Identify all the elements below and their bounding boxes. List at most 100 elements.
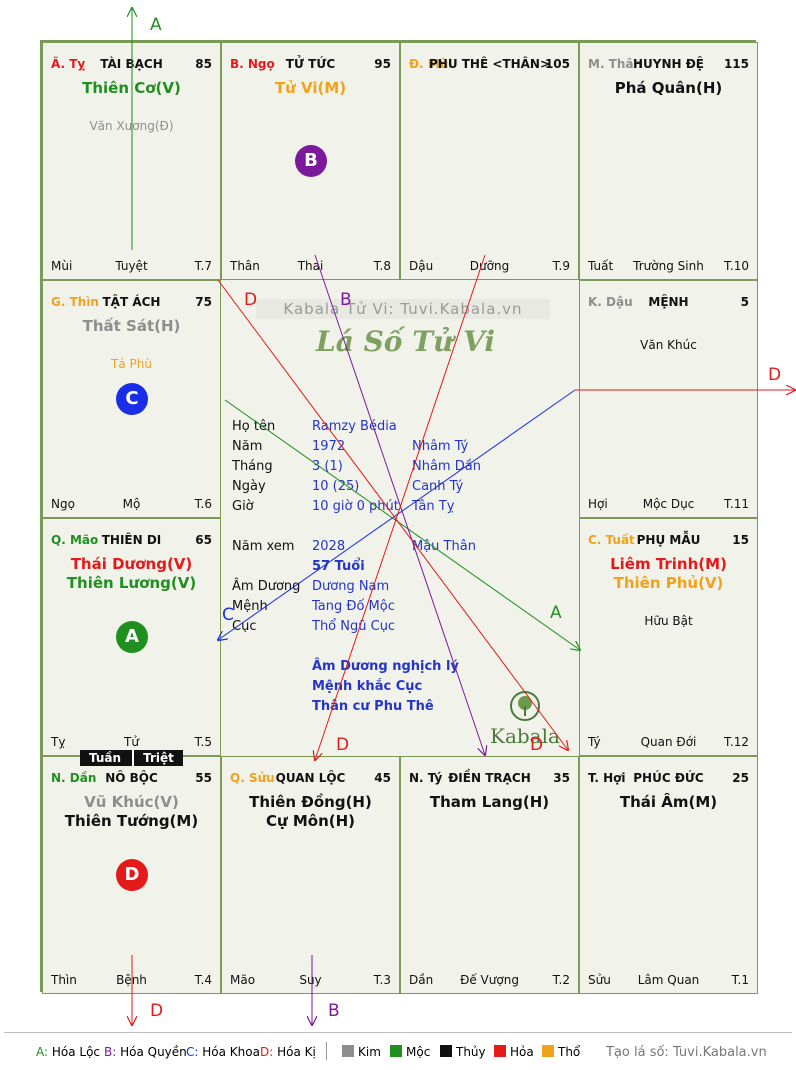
legend: A: Hóa Lộc B: Hóa Quyền C: Hóa Khoa D: H… [0,1032,796,1070]
footer-chi: Dần [409,973,434,987]
palace-name: MỆNH [648,295,689,309]
kabala-logo: Kabala [490,691,560,747]
arrow-d [217,279,568,750]
star-list: Văn Khúc [580,317,757,353]
arrow-label-a: A [150,15,162,35]
main-star: Tham Lang(H) [429,793,550,811]
palace-chi: M. Thân [588,57,643,71]
footer-stage: Đế Vượng [460,973,519,987]
palace-chi: N. Dần [51,771,97,785]
footer-month: T.3 [373,973,391,987]
legend-text-b: Hóa Quyền [116,1045,187,1059]
main-star: Tử Vi(M) [274,79,347,97]
footer-stage: Mộc Dục [642,497,695,511]
minor-star: Hữu Bật [644,614,693,628]
palace-chi: N. Tý [409,771,443,785]
arrow-d [315,254,486,760]
info-label-ho-ten: Họ tên [232,419,276,434]
arrow-label-b: B [328,1001,340,1021]
calligraphy-title: Lá Số Tử Vi [316,325,496,358]
triet-label: Triệt [132,750,183,766]
footer-month: T.11 [724,497,749,511]
note-2: Mệnh khắc Cục [312,679,423,694]
palace-cell: Đ. Mùi PHU THÊ <THÂN> 105 Dậu Dưỡng T.9 [400,42,579,280]
info-value-thang-can-chi: Nhâm Dần [412,459,481,474]
legend-hoa-khoa: C: Hóa Khoa [186,1045,260,1059]
legend-text-d: Hóa Kị [273,1045,316,1059]
arrow-label-d: D [530,735,543,755]
palace-cell: Q. Sửu QUAN LỘC 45 Thiên Đồng(H) Cự Môn(H) Mã… [221,756,400,994]
footer-stage: Suy [299,973,322,987]
swatch-tho [542,1045,554,1057]
main-star: Thiên Tướng(M) [64,812,199,830]
info-label-ngay: Ngày [232,479,266,494]
footer-month: T.2 [552,973,570,987]
palace-cell: T. Hợi PHÚC ĐỨC 25 Thái Âm(M) Sửu Lâm Quan T.1 [579,756,758,994]
arrow-label-d: D [244,290,257,310]
footer-chi: Mão [230,973,256,987]
palace-value: 95 [374,57,391,71]
kabala-logo-text: Kabala [490,724,560,748]
palace-value: 25 [732,771,749,785]
footer-chi: Dậu [409,259,434,273]
palace-chi: T. Hợi [588,771,626,785]
info-age: 57 Tuổi [312,559,365,574]
minor-star: Văn Khúc [640,338,697,352]
main-star: Thất Sát(H) [82,317,181,335]
main-star: Thiên Phủ(V) [613,574,724,592]
palace-value: 5 [740,295,749,309]
legend-text-c: Hóa Khoa [198,1045,260,1059]
legend-hoa: Hỏa [494,1045,534,1059]
info-value-thang: 3 (1) [312,459,343,474]
palace-cell: Q. Mão THIÊN DI 65 Thái Dương(V) Thiên Lương… [42,518,221,756]
main-star: Thiên Đồng(H) [249,793,372,811]
arrow-label-a: A [550,603,562,623]
info-value-nam-xem: 2028 [312,539,346,554]
palace-value: 115 [723,57,749,71]
transform-circle: D [116,859,148,891]
footer-month: T.8 [373,259,391,273]
arrow-label-b: B [340,290,352,310]
star-list: Thất Sát(H) Tả Phù [43,317,220,372]
footer-chi: Mùi [51,259,73,273]
palace-cell: N. Tý ĐIỀN TRẠCH 35 Tham Lang(H) Dần Đế Vượng… [400,756,579,994]
footer-stage: Mộ [122,497,141,511]
palace-name: QUAN LỘC [275,771,346,785]
palace-chi: Đ. Mùi [409,57,453,71]
arrow-c [218,389,576,640]
footer-month: T.7 [194,259,212,273]
footer-month: T.1 [731,973,749,987]
footer-chi: Ngọ [51,497,75,511]
info-value-name: Ramzy Bédia [312,419,397,434]
minor-star: Văn Xương(Đ) [89,119,174,133]
center-info-panel: Kabala Tử Vi: Tuvi.Kabala.vn Lá Số Tử Vi… [222,281,578,755]
star-list: Thái Âm(M) [580,793,757,812]
footer-month: T.6 [194,497,212,511]
palace-cell: M. Thân HUYNH ĐỆ 115 Phá Quân(H) Tuất Trường … [579,42,758,280]
star-list: Thái Dương(V) Thiên Lương(V) [43,555,220,593]
tuan-label: Tuần [88,751,122,765]
star-list: Thiên Đồng(H) Cự Môn(H) [222,793,399,831]
credit-link[interactable]: Tạo lá số: Tuvi.Kabala.vn [606,1045,767,1060]
watermark: Kabala Tử Vi: Tuvi.Kabala.vn [256,299,550,319]
palace-value: 55 [195,771,212,785]
info-value-nam-can-chi: Nhâm Tý [412,439,469,454]
main-star: Phá Quân(H) [614,79,723,97]
footer-stage: Tử [124,735,139,749]
footer-chi: Thân [230,259,260,273]
info-value-ngay: 10 (25) [312,479,360,494]
arrow-a [224,399,580,650]
swatch-thuy [440,1045,452,1057]
palace-cell: B. Ngọ TỬ TỨC 95 Tử Vi(M) B Thân Thai T.8 [221,42,400,280]
palace-cell: G. Thìn TẬT ÁCH 75 Thất Sát(H) Tả Phù C Ngọ Mộ T… [42,280,221,518]
main-star: Vũ Khúc(V) [84,793,179,811]
star-list: Thiên Cơ(V) Văn Xương(Đ) [43,79,220,134]
footer-month: T.9 [552,259,570,273]
palace-chi: Ã. Tỵ [51,57,86,71]
palace-name: NÔ BỘC [105,771,158,785]
footer-chi: Tỵ [51,735,66,749]
legend-key-b: B: [104,1045,117,1059]
star-list: Phá Quân(H) [580,79,757,98]
palace-cell: K. Dậu MỆNH 5 Văn Khúc Hợi Mộc Dục T.11 [579,280,758,518]
